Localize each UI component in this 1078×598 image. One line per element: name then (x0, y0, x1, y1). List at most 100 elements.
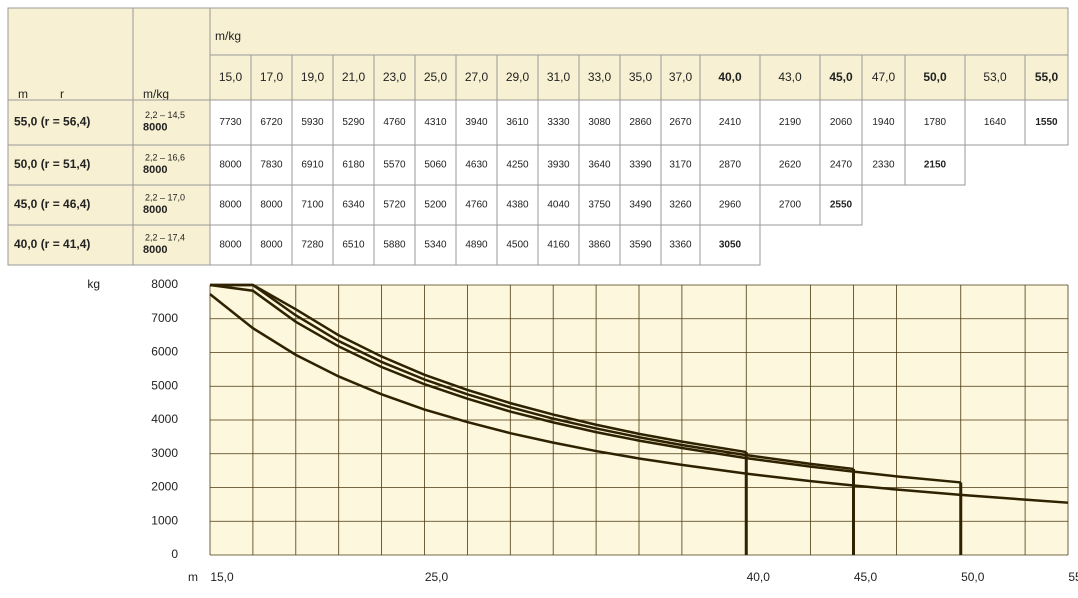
group-unit-label: m/kg (215, 29, 241, 43)
value: 1780 (924, 117, 947, 128)
value: 4040 (547, 200, 570, 211)
formula-top: 2,2 – 17,4 (145, 232, 185, 242)
row-label-cell (7, 184, 134, 226)
value: 3940 (465, 117, 488, 128)
value: 6720 (260, 117, 283, 128)
column-header-cell (455, 54, 498, 101)
formula-cell (132, 99, 211, 146)
value-cell (414, 224, 457, 266)
value-cell (455, 224, 498, 266)
value-cell (660, 144, 701, 186)
corner-cell (7, 7, 134, 101)
value-cell (250, 144, 293, 186)
unit-cell (132, 7, 211, 101)
value: 5340 (424, 240, 447, 251)
formula-bottom: 8000 (143, 121, 167, 133)
value: 8000 (219, 160, 242, 171)
formula-cell (132, 224, 211, 266)
value-cell (537, 184, 580, 226)
x-tick-label: 55,0 (1068, 570, 1078, 584)
formula-top: 2,2 – 16,6 (145, 152, 185, 162)
value-cell (373, 144, 416, 186)
value-cell (699, 224, 761, 266)
x-tick-label: 40,0 (747, 570, 771, 584)
value-cell (455, 99, 498, 146)
value-cell (819, 144, 863, 186)
row-label-cell (7, 99, 134, 146)
row-label: 55,0 (r = 56,4) (14, 115, 90, 129)
unit-label: m/kg (143, 87, 169, 101)
value: 2330 (872, 160, 895, 171)
value: 3330 (547, 117, 570, 128)
value: 4630 (465, 160, 488, 171)
row-label: 45,0 (r = 46,4) (14, 197, 90, 211)
value: 4310 (424, 117, 447, 128)
value-cell (455, 144, 498, 186)
value: 2670 (669, 117, 692, 128)
column-header: 23,0 (383, 70, 407, 84)
value-cell (861, 144, 906, 186)
value-cell (209, 184, 252, 226)
column-header: 25,0 (424, 70, 448, 84)
value: 8000 (260, 200, 283, 211)
group-header-cell (209, 7, 1069, 56)
value: 3390 (629, 160, 652, 171)
value-cell (759, 144, 821, 186)
value: 3360 (669, 240, 692, 251)
value: 4760 (465, 200, 488, 211)
value-cell (578, 224, 621, 266)
column-header-cell (496, 54, 539, 101)
value-cell (291, 144, 334, 186)
value-cell (496, 144, 539, 186)
column-header: 40,0 (718, 70, 742, 84)
column-header: 17,0 (260, 70, 284, 84)
value-cell (578, 184, 621, 226)
x-tick-label: 15,0 (210, 570, 234, 584)
y-tick-label: 4000 (151, 412, 178, 426)
value: 7100 (301, 200, 324, 211)
value-cell (332, 144, 375, 186)
value: 8000 (219, 200, 242, 211)
column-header-cell (904, 54, 966, 101)
value: 2410 (719, 117, 742, 128)
x-tick-label: 45,0 (854, 570, 878, 584)
value: 2860 (629, 117, 652, 128)
value-cell (250, 184, 293, 226)
value: 4760 (383, 117, 406, 128)
value: 5200 (424, 200, 447, 211)
value: 3750 (588, 200, 611, 211)
value: 4380 (506, 200, 529, 211)
value-cell (964, 99, 1026, 146)
load-curve (210, 283, 747, 454)
value: 6180 (342, 160, 365, 171)
value: 4890 (465, 240, 488, 251)
value: 3490 (629, 200, 652, 211)
column-header-cell (414, 54, 457, 101)
column-header: 35,0 (629, 70, 653, 84)
y-tick-label: 3000 (151, 446, 178, 460)
y-axis-label: kg (87, 277, 100, 291)
value-cell (1024, 99, 1069, 146)
value: 5570 (383, 160, 406, 171)
row-label: 40,0 (r = 41,4) (14, 237, 90, 251)
value-cell (861, 99, 906, 146)
value-cell (373, 184, 416, 226)
value: 7730 (219, 117, 242, 128)
value: 3260 (669, 200, 692, 211)
formula-cell (132, 144, 211, 186)
value: 2700 (779, 200, 802, 211)
value: 6510 (342, 240, 365, 251)
column-header: 47,0 (872, 70, 896, 84)
column-header-cell (819, 54, 863, 101)
distance-label: m (18, 87, 28, 101)
column-header-cell (699, 54, 761, 101)
value-cell (373, 224, 416, 266)
value: 7280 (301, 240, 324, 251)
value: 6910 (301, 160, 324, 171)
column-header-cell (619, 54, 662, 101)
load-curve (209, 293, 1069, 504)
value: 3170 (669, 160, 692, 171)
column-header: 31,0 (547, 70, 571, 84)
value: 5290 (342, 117, 365, 128)
value-cell (819, 184, 863, 226)
